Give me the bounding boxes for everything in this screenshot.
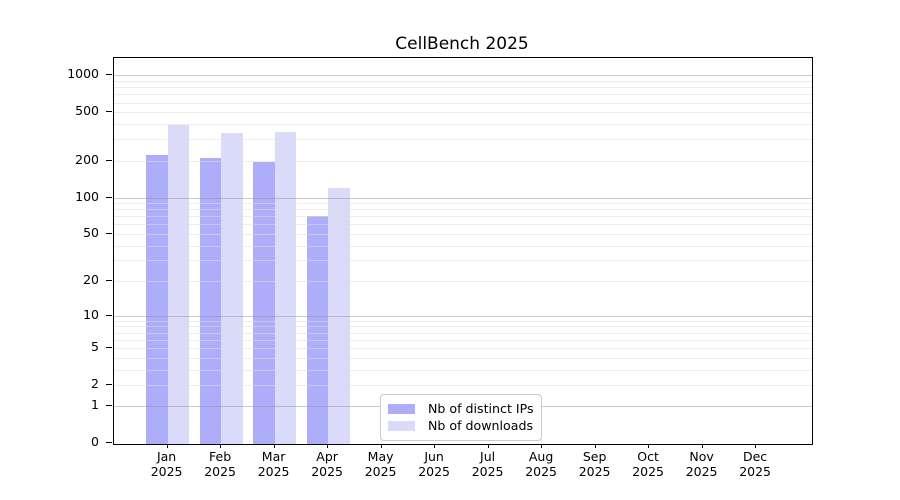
y-tick-mark-0 — [106, 442, 112, 444]
gridline-minor-2 — [114, 384, 812, 386]
x-tick-mark-oct — [648, 444, 650, 448]
y-tick-mark-200 — [106, 159, 112, 161]
x-tick-label-jul: Jul 2025 — [471, 449, 504, 479]
y-tick-label-20: 20 — [83, 272, 99, 288]
legend: Nb of distinct IPs Nb of downloads — [380, 394, 542, 441]
gridline-minor-80 — [114, 209, 812, 211]
y-tick-label-200: 200 — [75, 151, 99, 167]
y-tick-mark-10 — [106, 314, 112, 316]
y-tick-label-10: 10 — [83, 306, 99, 322]
x-tick-mark-jun — [434, 444, 436, 448]
chart-title: CellBench 2025 — [395, 34, 529, 54]
gridline-minor-30 — [114, 260, 812, 262]
y-tick-mark-2 — [106, 383, 112, 385]
x-tick-label-may: May 2025 — [364, 449, 397, 479]
y-tick-label-2: 2 — [91, 375, 99, 391]
legend-swatch-distinct-ips — [388, 403, 415, 414]
y-tick-mark-5 — [106, 346, 112, 348]
bar-downloads-jan — [167, 125, 190, 444]
y-tick-label-0: 0 — [91, 434, 99, 450]
gridline-major-10 — [114, 315, 812, 317]
gridline-minor-800 — [114, 87, 812, 89]
x-tick-mark-aug — [541, 444, 543, 448]
y-tick-mark-20 — [106, 280, 112, 282]
x-tick-mark-sep — [594, 444, 596, 448]
legend-entry-distinct-ips: Nb of distinct IPs — [388, 400, 534, 417]
y-tick-label-100: 100 — [75, 188, 99, 204]
y-tick-mark-500 — [106, 111, 112, 113]
x-tick-mark-nov — [701, 444, 703, 448]
legend-label-distinct-ips: Nb of distinct IPs — [428, 401, 534, 416]
x-tick-mark-jul — [487, 444, 489, 448]
x-tick-label-jan: Jan 2025 — [150, 449, 183, 479]
x-tick-label-jun: Jun 2025 — [418, 449, 450, 479]
y-tick-label-5: 5 — [91, 338, 99, 354]
x-tick-label-dec: Dec 2025 — [739, 449, 771, 479]
bar-distinct-ips-apr — [306, 216, 329, 444]
x-tick-label-nov: Nov 2025 — [685, 449, 718, 479]
y-tick-mark-1 — [106, 405, 112, 407]
bar-distinct-ips-mar — [253, 162, 275, 444]
gridline-minor-60 — [114, 224, 812, 226]
gridline-minor-600 — [114, 102, 812, 104]
gridline-minor-900 — [114, 80, 812, 82]
bar-distinct-ips-jan — [146, 154, 168, 444]
bar-distinct-ips-feb — [199, 158, 222, 444]
gridline-minor-9 — [114, 320, 812, 322]
x-tick-label-oct: Oct 2025 — [632, 449, 664, 479]
x-tick-mark-jan — [166, 444, 168, 448]
gridline-major-1000 — [114, 75, 812, 77]
x-tick-label-aug: Aug 2025 — [525, 449, 557, 479]
gridline-minor-70 — [114, 216, 812, 218]
x-tick-mark-may — [380, 444, 382, 448]
x-tick-mark-dec — [755, 444, 757, 448]
gridline-minor-300 — [114, 139, 812, 141]
plot-area: Nb of distinct IPs Nb of downloads — [113, 57, 813, 445]
gridline-minor-6 — [114, 339, 812, 341]
gridline-minor-500 — [114, 112, 812, 114]
gridline-minor-4 — [114, 357, 812, 359]
y-tick-label-50: 50 — [83, 224, 99, 240]
gridline-minor-5 — [114, 347, 812, 349]
gridline-minor-8 — [114, 326, 812, 328]
gridline-minor-3 — [114, 369, 812, 371]
gridline-minor-7 — [114, 332, 812, 334]
legend-swatch-downloads — [388, 420, 415, 431]
gridline-minor-700 — [114, 94, 812, 96]
x-tick-label-apr: Apr 2025 — [311, 449, 343, 479]
gridline-minor-20 — [114, 281, 812, 283]
bar-downloads-mar — [274, 131, 297, 444]
legend-label-downloads: Nb of downloads — [428, 418, 534, 433]
gridline-minor-40 — [114, 245, 812, 247]
y-tick-label-1000: 1000 — [67, 66, 99, 82]
x-tick-label-sep: Sep 2025 — [578, 449, 611, 479]
legend-entry-downloads: Nb of downloads — [388, 417, 533, 434]
gridline-minor-90 — [114, 203, 812, 204]
bar-downloads-feb — [221, 132, 243, 444]
gridline-minor-50 — [114, 233, 812, 235]
x-tick-mark-apr — [327, 444, 329, 448]
x-tick-mark-mar — [273, 444, 275, 448]
y-tick-mark-50 — [106, 232, 112, 234]
y-tick-label-500: 500 — [75, 103, 99, 119]
y-tick-label-1: 1 — [91, 397, 99, 413]
gridline-minor-400 — [114, 124, 812, 125]
x-tick-mark-feb — [220, 444, 222, 448]
x-tick-label-feb: Feb 2025 — [204, 449, 236, 479]
y-tick-mark-100 — [106, 196, 112, 198]
y-tick-mark-1000 — [106, 74, 112, 76]
x-tick-label-mar: Mar 2025 — [257, 449, 290, 479]
gridline-minor-200 — [114, 160, 812, 162]
gridline-major-100 — [114, 197, 812, 199]
bar-downloads-apr — [328, 187, 350, 444]
